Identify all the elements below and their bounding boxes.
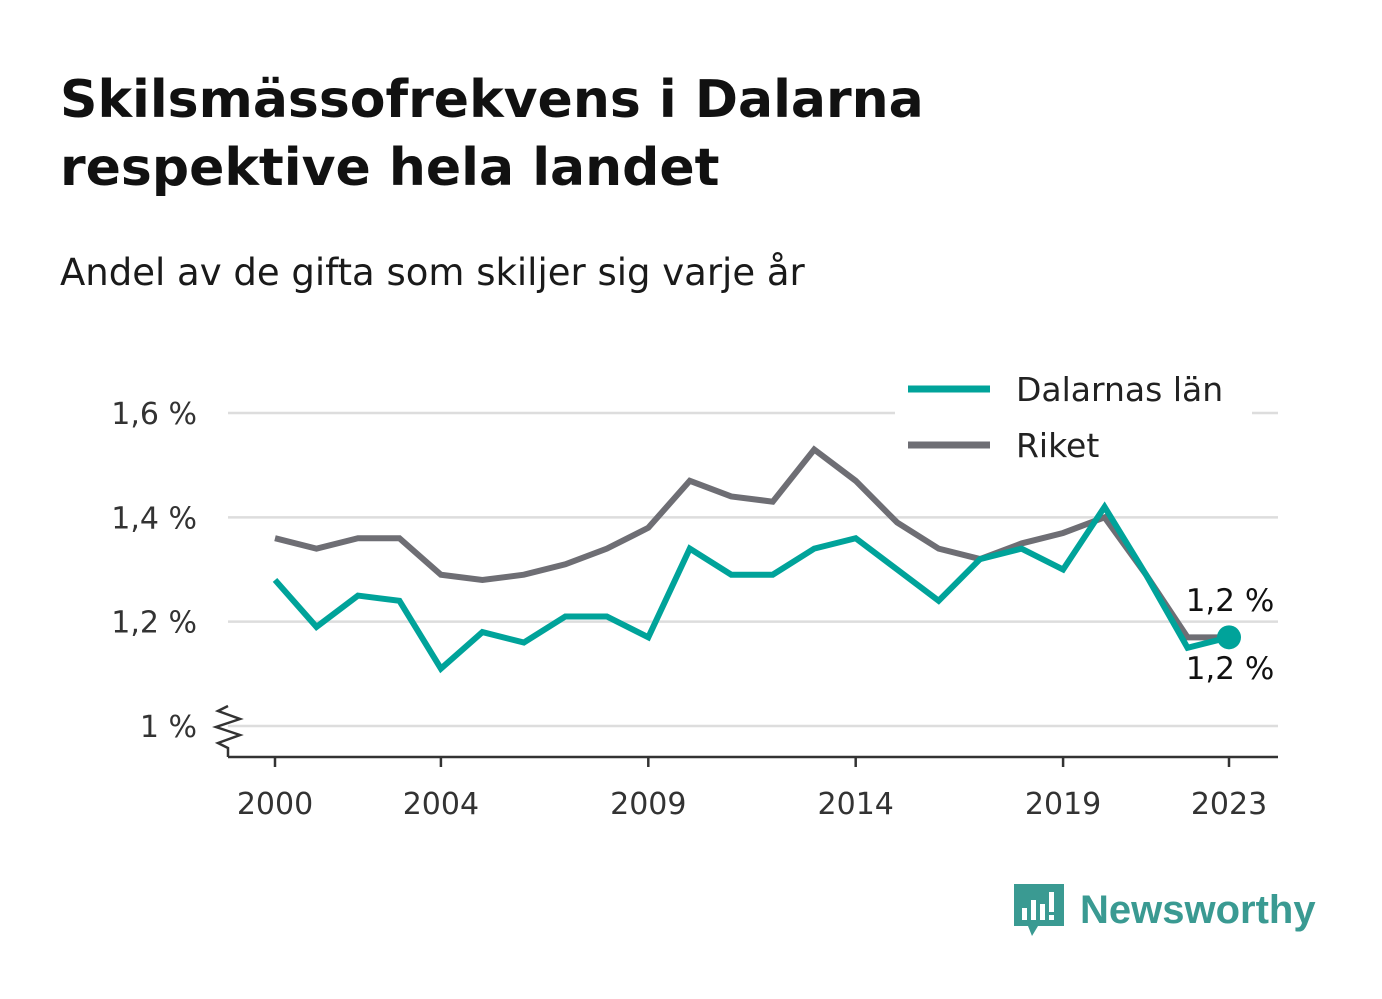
axis-break-icon	[212, 704, 244, 757]
chart-title-line2: respektive hela landet	[60, 138, 720, 198]
y-axis-tick-labels: 1 % 1,2 % 1,4 % 1,6 %	[111, 397, 197, 745]
newsworthy-logo: Newsworthy	[1010, 880, 1316, 940]
end-value-label: 1,2 %	[1186, 583, 1275, 619]
y-tick-label: 1 %	[140, 710, 197, 745]
chart-subtitle: Andel av de gifta som skiljer sig varje …	[60, 251, 805, 294]
legend-background	[895, 362, 1252, 477]
x-tick-label: 2019	[1025, 787, 1101, 822]
y-tick-label: 1,6 %	[111, 397, 197, 432]
x-tick-label: 2014	[818, 787, 894, 822]
x-axis: 2000 2004 2009 2014 2019 2023	[212, 704, 1278, 822]
series-line-dalarnas-län	[272, 501, 1230, 674]
end-value-label: 1,2 %	[1186, 651, 1275, 687]
chart-title-line1: Skilsmässofrekvens i Dalarna	[60, 70, 924, 130]
x-tick-label: 2009	[610, 787, 686, 822]
end-point-marker	[1217, 625, 1241, 650]
y-tick-label: 1,2 %	[111, 606, 197, 641]
series-lines	[272, 445, 1241, 674]
legend: Dalarnas län Riket	[895, 362, 1252, 477]
chart-title: Skilsmässofrekvens i Dalarna respektive …	[60, 66, 1260, 202]
legend-label: Riket	[1016, 426, 1099, 465]
x-tick-label: 2023	[1191, 787, 1267, 822]
x-tick-label: 2004	[403, 787, 479, 822]
newsworthy-logo-text: Newsworthy	[1080, 887, 1316, 932]
series-line-riket	[274, 445, 1229, 641]
legend-label: Dalarnas län	[1016, 370, 1223, 409]
x-tick-label: 2000	[237, 787, 313, 822]
newsworthy-logo-icon	[1014, 884, 1064, 936]
end-labels: 1,2 % 1,2 %	[1186, 583, 1275, 687]
y-tick-label: 1,4 %	[111, 501, 197, 536]
